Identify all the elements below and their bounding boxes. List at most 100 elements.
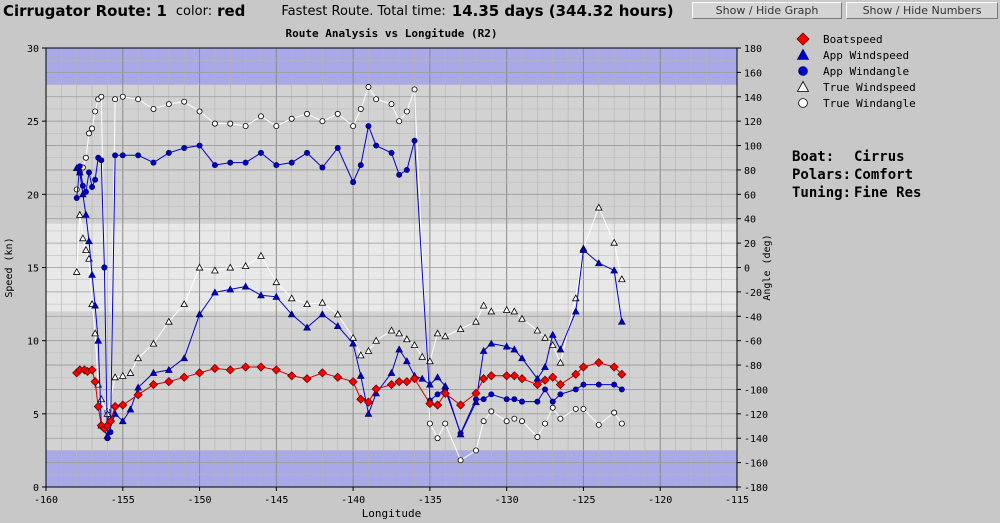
app-windspeed-point — [91, 301, 100, 309]
app-windspeed-point — [149, 368, 158, 376]
boat-label: Boat: — [792, 149, 835, 165]
app-windangle-point — [258, 149, 264, 156]
true-windspeed-point — [395, 329, 404, 337]
app-windspeed-point — [548, 330, 557, 338]
x-tick-label: -120 — [648, 495, 672, 506]
app-windangle-point — [503, 396, 510, 403]
app-windspeed-point — [402, 357, 411, 365]
boatspeed-point — [105, 416, 116, 426]
boatspeed-point — [179, 372, 189, 382]
app-windspeed-point — [472, 398, 480, 406]
true-windspeed-point — [287, 294, 296, 302]
true-windangle-point — [426, 420, 433, 427]
chart-title: Route Analysis vs Longitude (R2) — [286, 27, 498, 40]
true-windspeed-point — [364, 346, 373, 354]
boatspeed-point — [90, 377, 100, 387]
boatspeed-point — [578, 362, 589, 372]
boatspeed-point — [363, 397, 374, 407]
app-windangle-point — [519, 398, 525, 405]
y-tick-label: 15 — [27, 264, 39, 275]
true-windangle-point — [82, 154, 89, 161]
boatspeed-point — [571, 369, 581, 379]
app-windspeed-point — [111, 409, 119, 417]
true-windangle-point — [534, 434, 541, 440]
app-windspeed-point — [103, 431, 112, 439]
true-windangle-point — [112, 96, 119, 103]
boatspeed-point — [409, 374, 420, 384]
boatspeed-point — [486, 371, 496, 381]
true-windspeed-point — [257, 251, 265, 259]
boatspeed-point — [440, 388, 450, 398]
true-windangle-point — [396, 118, 403, 125]
boatspeed-point — [394, 377, 404, 387]
boatspeed-point — [555, 380, 565, 390]
boatspeed-point — [133, 390, 143, 400]
true-windangle-point — [572, 405, 579, 412]
y2-axis-label: Angle (deg) — [762, 234, 773, 300]
y2-tick-label: -180 — [744, 483, 768, 494]
color-label: color: — [175, 3, 213, 19]
true-windangle-point — [519, 418, 525, 425]
app-windangle-point — [304, 149, 311, 156]
boatspeed-point — [479, 374, 489, 384]
boatspeed-point — [402, 377, 412, 387]
true-windangle-point — [98, 93, 105, 100]
true-windspeed-point — [518, 314, 526, 322]
true-windspeed-point — [410, 341, 419, 349]
true-windspeed-point — [134, 354, 143, 362]
app-windangle-point — [595, 381, 602, 388]
polars-label: Polars: — [792, 167, 852, 183]
app-windspeed-point — [303, 323, 311, 331]
true-windangle-point — [434, 435, 441, 442]
app-windspeed-point — [333, 322, 342, 329]
y2-tick-label: -40 — [744, 312, 762, 323]
true-windangle-point — [411, 86, 418, 93]
app-windspeed-point — [571, 307, 580, 315]
app-windspeed-point — [610, 266, 619, 274]
true-windangle-point — [273, 123, 280, 130]
app-windangle-point — [549, 398, 556, 405]
app-windangle-point — [434, 391, 441, 398]
y2-tick-label: 120 — [744, 117, 762, 128]
true-windspeed-point — [318, 298, 327, 306]
true-windspeed-point — [441, 332, 450, 340]
legend-true-windangle-label: True Windangle — [823, 97, 916, 110]
true-windspeed-point — [472, 317, 480, 325]
true-windspeed-point — [548, 341, 557, 349]
y2-tick-label: 100 — [744, 142, 762, 153]
y2-tick-label: 80 — [744, 166, 756, 177]
boatspeed-point — [609, 362, 619, 372]
app-windangle-point — [89, 184, 96, 190]
color-value: red — [217, 2, 246, 20]
true-windangle-point — [480, 418, 487, 425]
app-windspeed-point — [318, 310, 327, 318]
boatspeed-point — [225, 365, 235, 375]
true-windangle-point — [86, 130, 92, 137]
boatspeed-point — [456, 400, 466, 410]
true-windspeed-point — [556, 358, 565, 366]
x-tick-label: -150 — [188, 495, 212, 506]
fastest-route-label: Fastest Route. Total time: — [281, 3, 446, 19]
total-time-value: 14.35 days (344.32 hours) — [451, 2, 674, 20]
true-windspeed-point — [433, 329, 442, 337]
tuning-value: Fine Res — [854, 185, 922, 201]
true-windangle-point — [611, 409, 618, 416]
x-tick-label: -145 — [264, 495, 288, 506]
app-windangle-point — [611, 381, 618, 388]
true-windspeed-point — [118, 371, 127, 379]
true-windangle-point — [595, 421, 602, 428]
true-windangle-point — [89, 125, 96, 132]
app-windspeed-point — [257, 291, 265, 299]
app-windspeed-point — [418, 374, 427, 382]
app-windangle-point — [242, 159, 249, 166]
legend-app-windangle-label: App Windangle — [823, 65, 909, 78]
app-windangle-point — [411, 137, 418, 144]
boatspeed-point — [471, 388, 481, 398]
true-windspeed-point — [487, 307, 496, 315]
app-windspeed-point — [395, 345, 404, 353]
app-windspeed-point — [356, 371, 365, 379]
app-windangle-point — [557, 391, 564, 398]
show-hide-graph-button[interactable]: Show / Hide Graph — [692, 2, 842, 19]
show-hide-numbers-button[interactable]: Show / Hide Numbers — [846, 2, 998, 19]
app-windangle-point — [319, 164, 326, 171]
